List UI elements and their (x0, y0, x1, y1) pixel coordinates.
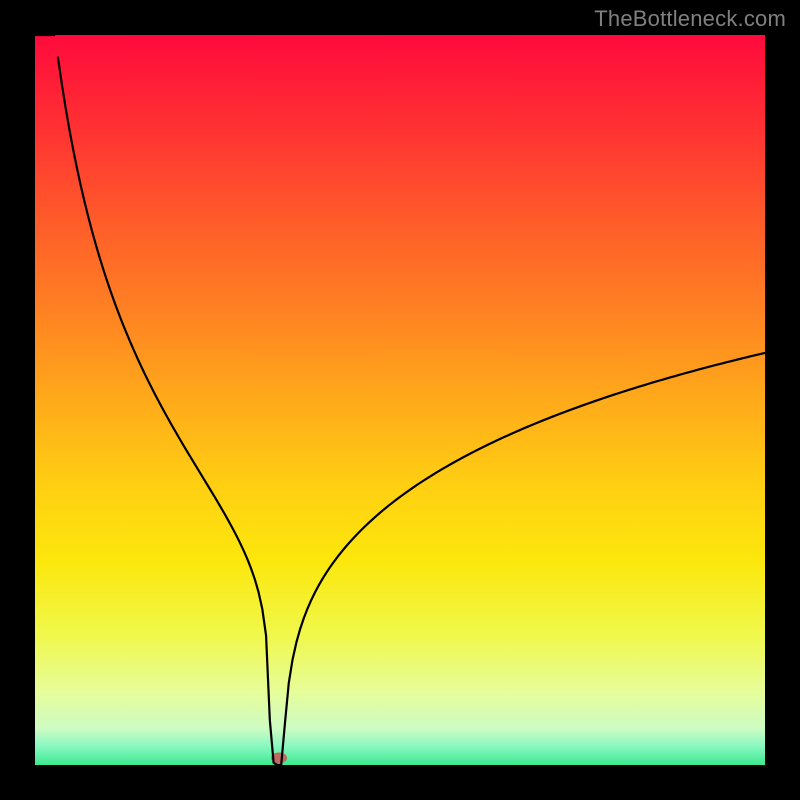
watermark-label: TheBottleneck.com (594, 6, 786, 32)
bottleneck-chart (0, 0, 800, 800)
chart-container: TheBottleneck.com (0, 0, 800, 800)
plot-background (35, 35, 765, 765)
